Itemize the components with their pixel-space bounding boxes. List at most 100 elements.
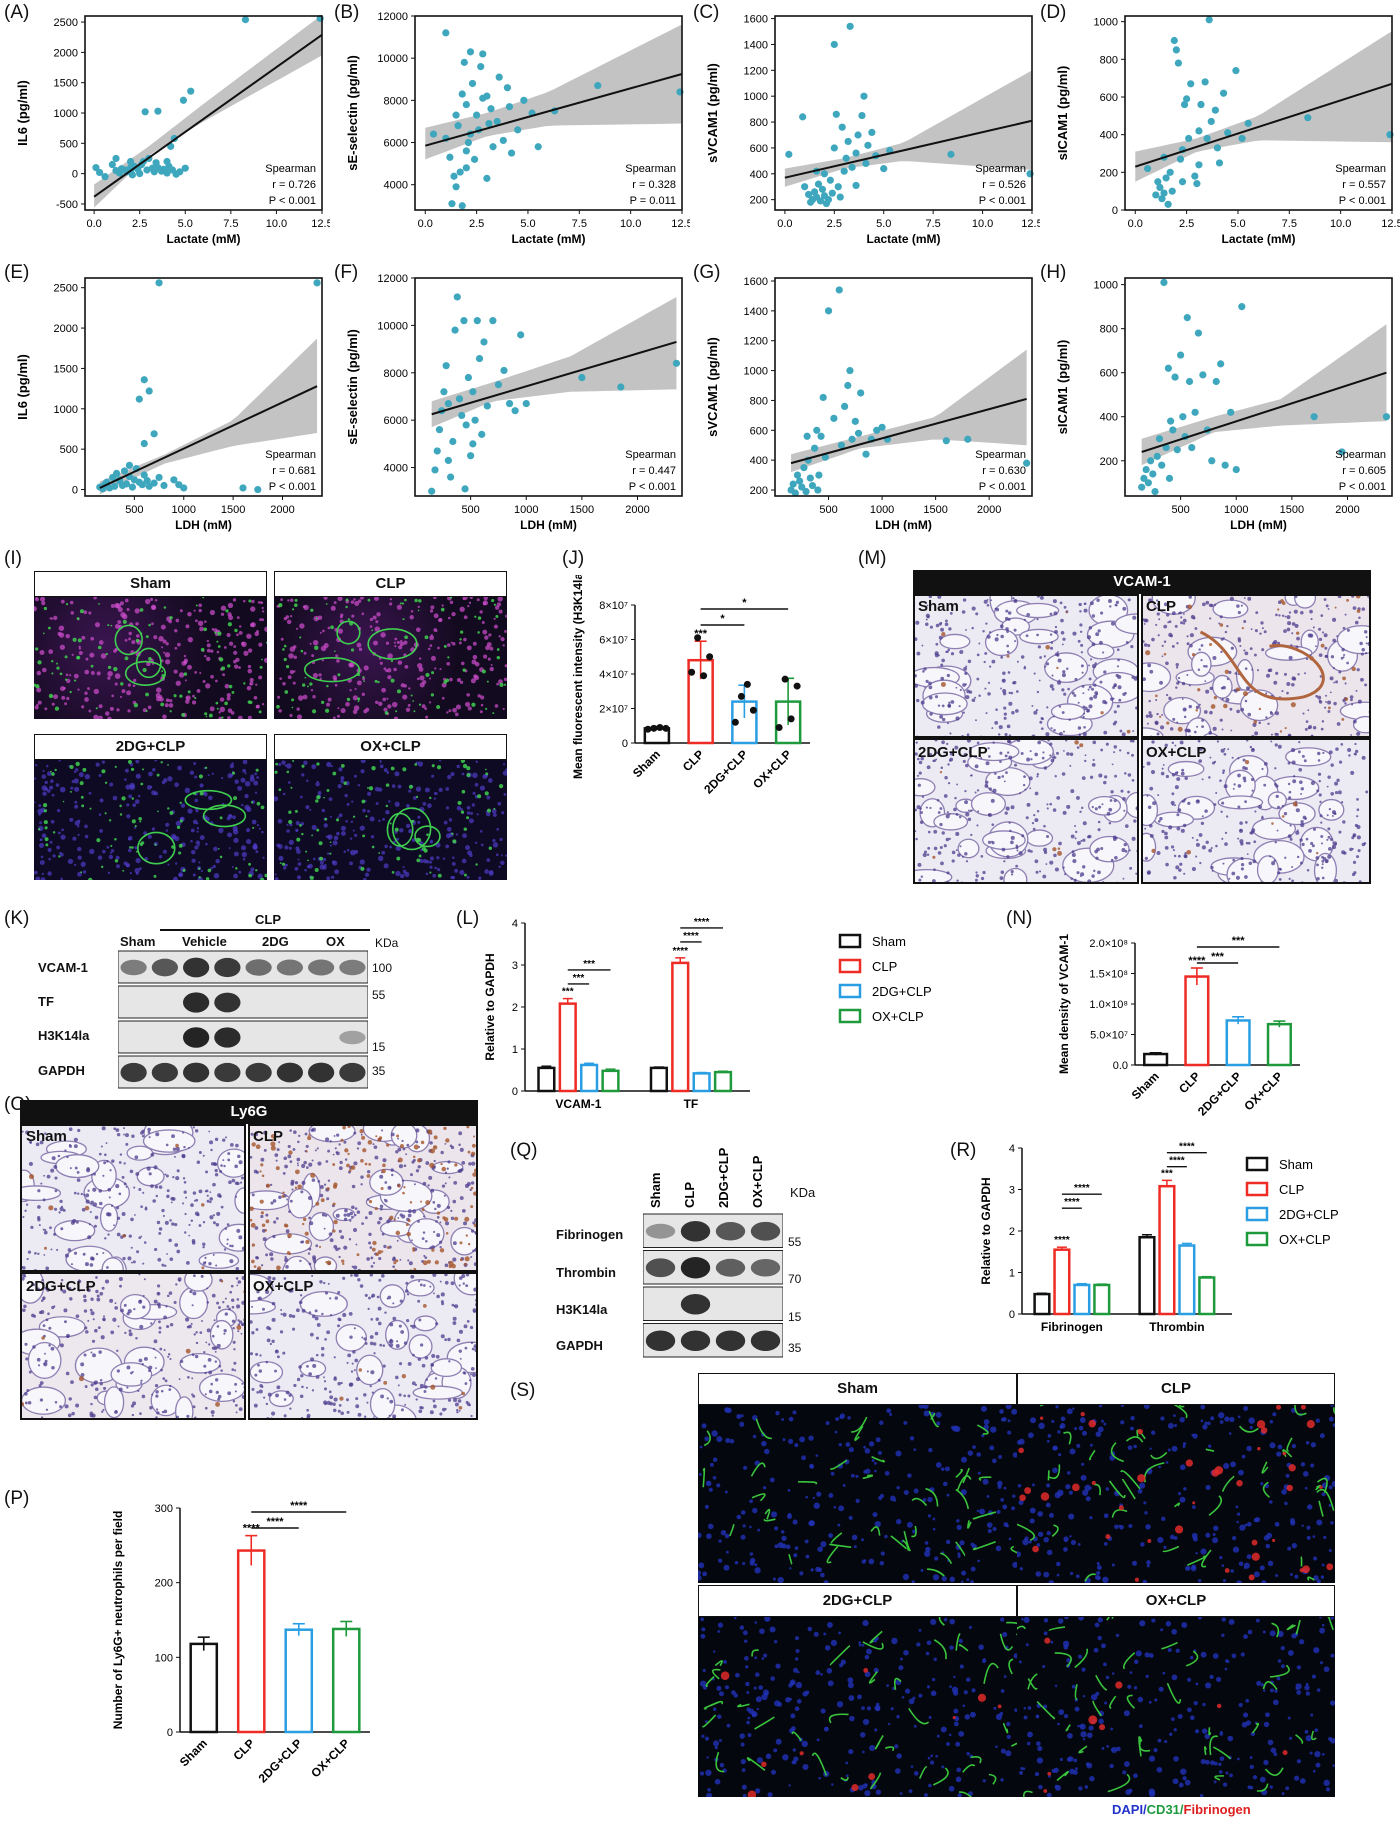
- nucleus: [1184, 851, 1187, 855]
- data-point: [1185, 377, 1194, 386]
- nucleus: [190, 1203, 194, 1207]
- nucleus: [470, 1255, 473, 1258]
- nucleus: [93, 1380, 98, 1385]
- nucleus: [1036, 617, 1039, 621]
- cell-nucleus: [258, 675, 263, 680]
- cell-nucleus: [429, 677, 432, 680]
- nucleus: [1067, 687, 1070, 691]
- positive-stain: [405, 1223, 409, 1227]
- cell-nucleus: [488, 870, 494, 876]
- data-point: [1140, 474, 1148, 482]
- vessel-outline: [304, 656, 361, 683]
- positive-stain: [261, 1223, 266, 1228]
- cd31-signal: [477, 794, 482, 799]
- cell-nucleus: [88, 611, 92, 615]
- nucleus: [917, 783, 921, 787]
- nucleus: [1066, 667, 1069, 670]
- cell-nucleus: [295, 627, 299, 630]
- nucleus: [58, 1211, 61, 1214]
- nucleus: [153, 1339, 158, 1344]
- nucleus: [992, 741, 995, 744]
- cd31-signal: [260, 877, 265, 880]
- cell-nucleus: [350, 600, 355, 604]
- nucleus: [182, 1177, 186, 1180]
- cd31-signal: [437, 873, 442, 878]
- nucleus: [432, 1399, 436, 1403]
- data-point: [1138, 483, 1146, 491]
- nucleus: [963, 752, 968, 757]
- nucleus: [108, 1196, 111, 1199]
- vessel-outline: [202, 804, 247, 828]
- cell-nucleus: [107, 670, 113, 677]
- nucleus: [33, 1269, 38, 1270]
- nucleus: [43, 1362, 46, 1365]
- positive-stain: [472, 1172, 476, 1177]
- blot-band: [183, 992, 210, 1013]
- cell-nucleus: [328, 797, 333, 801]
- nucleus: [1237, 784, 1242, 788]
- cell-nucleus: [89, 848, 95, 855]
- data-point: [880, 165, 888, 173]
- nucleus: [1000, 624, 1004, 629]
- nucleus: [133, 1308, 136, 1311]
- nucleus: [1026, 757, 1031, 762]
- cd31-signal: [56, 662, 58, 665]
- cd31-signal: [43, 809, 47, 813]
- data-point: [517, 331, 525, 339]
- nucleus: [1087, 879, 1092, 882]
- cell-nucleus: [476, 813, 479, 816]
- cell-nucleus: [241, 851, 248, 858]
- nucleus: [195, 1198, 199, 1202]
- cell-nucleus: [244, 804, 250, 811]
- vessel-outline: [414, 825, 441, 848]
- nucleus: [448, 1176, 451, 1179]
- nucleus: [316, 1323, 321, 1327]
- cell-nucleus: [388, 800, 391, 803]
- nucleus: [1161, 644, 1164, 647]
- nucleus: [228, 1180, 232, 1185]
- cd31-signal: [208, 713, 213, 718]
- nucleus: [1278, 877, 1282, 881]
- nucleus: [83, 1309, 88, 1313]
- nucleus: [140, 1381, 143, 1384]
- cell-nucleus: [469, 597, 473, 599]
- nucleus: [166, 1324, 170, 1329]
- cd31-signal: [371, 845, 375, 849]
- nucleus: [417, 1357, 422, 1361]
- nucleus: [1215, 792, 1218, 795]
- cell-nucleus: [278, 709, 282, 713]
- cd31-signal: [221, 666, 226, 671]
- nucleus: [288, 1314, 293, 1318]
- cd31-signal: [204, 712, 208, 716]
- positive-stain: [1341, 717, 1345, 721]
- positive-stain: [44, 1246, 48, 1250]
- nucleus: [121, 1175, 125, 1179]
- cell-nucleus: [477, 694, 481, 698]
- cell-nucleus: [472, 772, 478, 779]
- data-point: [1191, 408, 1199, 416]
- nucleus: [123, 1127, 126, 1130]
- positive-stain: [412, 1249, 416, 1252]
- y-tick-label: 800: [750, 395, 768, 407]
- nucleus: [1273, 859, 1277, 862]
- nucleus: [1230, 646, 1234, 650]
- nucleus: [1260, 621, 1264, 625]
- nucleus: [48, 1326, 52, 1330]
- cd31-signal: [484, 791, 489, 796]
- cell-nucleus: [218, 711, 221, 714]
- nucleus: [1328, 846, 1332, 851]
- nucleus: [137, 1389, 140, 1392]
- cell-nucleus: [46, 764, 49, 768]
- nucleus: [389, 1186, 392, 1189]
- nucleus: [147, 1131, 151, 1134]
- data-point: [511, 407, 519, 415]
- nucleus: [928, 596, 932, 599]
- nucleus: [1147, 663, 1152, 668]
- cell-nucleus: [124, 598, 129, 603]
- nucleus: [1023, 666, 1027, 670]
- nucleus: [32, 1345, 36, 1349]
- nucleus: [1352, 606, 1357, 610]
- cell-nucleus: [174, 629, 178, 633]
- cell-nucleus: [334, 869, 340, 875]
- cd31-signal: [475, 863, 478, 866]
